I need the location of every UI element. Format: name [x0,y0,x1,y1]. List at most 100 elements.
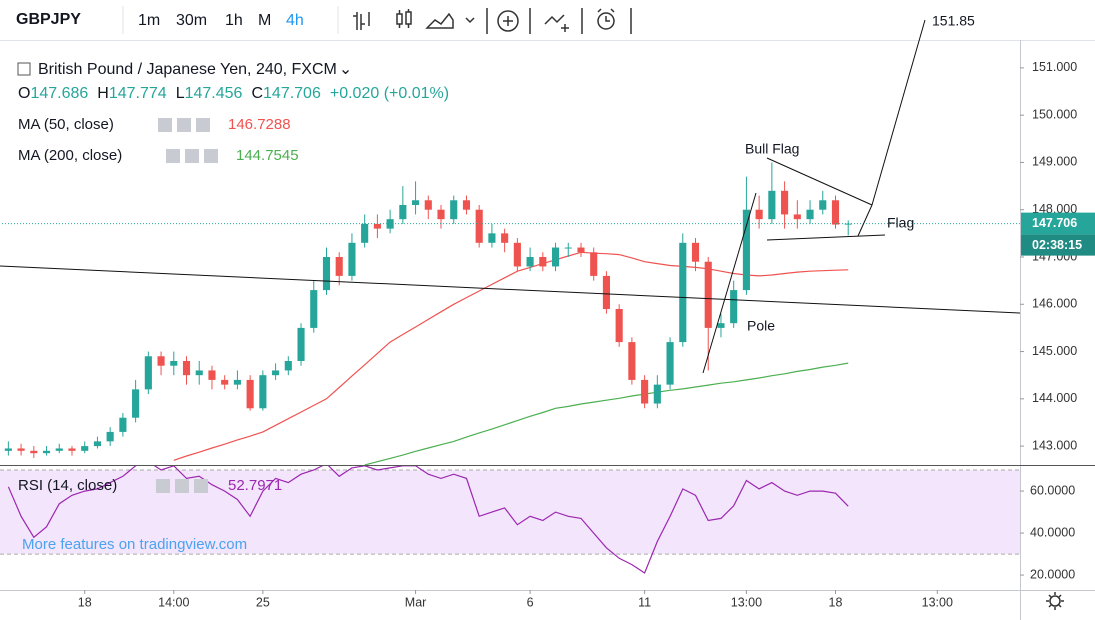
y-tick-label: 149.000 [1032,155,1077,169]
candle-body [335,256,343,276]
indicator-value: 146.7288 [228,116,291,133]
drawings[interactable] [0,19,1021,374]
indicator-legend: MA (200, close) [18,147,122,164]
candle-body [93,441,102,447]
candle-body [793,214,801,220]
candle-body [284,360,292,371]
candle-body [488,233,496,243]
interval[interactable]: 1h [225,12,243,29]
candle-body [666,342,674,385]
candle-body [132,389,140,418]
rsi-line [7,466,849,574]
candle-body [437,209,445,220]
candle-body [768,190,776,220]
candle-body [259,375,267,409]
y-tick-label: 145.000 [1032,344,1077,358]
countdown: 02:38:15 [1032,238,1082,252]
candle-body [501,233,509,243]
rsi-legend: RSI (14, close) [18,477,117,494]
x-tick-label: 13:00 [922,595,953,609]
x-tick-label: 13:00 [731,595,762,609]
candle-body [450,200,458,220]
candle-body [170,360,178,366]
candle-body [195,370,203,376]
x-tick-label: 6 [527,595,534,609]
candle-body [4,448,12,451]
candle-body [361,223,369,243]
symbol[interactable]: GBPJPY [16,11,81,28]
candle-body [157,356,165,366]
candle-body [106,431,114,442]
annotation: Flag [887,215,914,231]
annotation: 151.85 [932,13,975,29]
candle-body [119,417,127,432]
candle-body [68,448,76,451]
toolbar-icons[interactable] [353,8,632,34]
x-tick-label: 18 [829,595,843,609]
candle-body [602,275,611,309]
last-price-box [1021,212,1095,235]
chart-title: British Pound / Japanese Yen, 240, FXCM ⌄ [38,61,352,78]
candle-body [564,247,572,249]
candle-body [208,370,216,380]
y-tick-label: 144.000 [1032,391,1077,405]
candle-body [297,327,305,361]
x-tick-label: 11 [638,595,651,609]
candle-body [246,379,254,409]
candle-body [81,446,89,451]
settings-icon[interactable] [1046,592,1064,610]
candle-body [310,290,318,328]
interval[interactable]: M [258,12,271,29]
candle-body [742,209,750,291]
candle-body [411,200,420,205]
rsi-tick-label: 20.0000 [1030,567,1075,581]
indicator-value: 144.7545 [236,147,299,164]
watermark[interactable]: More features on tradingview.com [22,536,247,553]
collapse-icon[interactable] [17,62,31,76]
legend-buttons[interactable] [156,118,218,493]
candle-body [615,308,623,343]
candle-body [386,219,394,229]
interval[interactable]: 1m [138,12,160,29]
candle-body [17,448,25,451]
toolbar [0,0,1095,40]
rsi-tick-label: 60.0000 [1030,483,1075,497]
candle-body [272,370,280,376]
candle-body [462,200,471,210]
candle-body [348,242,356,276]
candle-body [399,204,407,220]
last-price-label: 147.706 [1032,216,1077,230]
annotation: Pole [747,318,775,334]
candle-body [628,342,636,380]
x-tick-label: Mar [405,595,427,609]
candle-body [182,360,191,376]
candle-body [221,379,229,385]
interval[interactable]: 30m [176,12,207,29]
candle-body [233,379,241,385]
x-tick-label: 18 [78,595,92,609]
candle-body [717,323,725,328]
candle-body [755,209,763,220]
candle-body [691,242,700,262]
y-tick-label: 151.000 [1032,60,1077,74]
candle-body [679,242,687,343]
candle-body [424,200,432,210]
indicator-legend: MA (50, close) [18,116,114,133]
y-tick-label: 143.000 [1032,438,1077,452]
candle-body [819,200,827,210]
candle-body [577,247,585,253]
candle-body [42,450,51,454]
candle-body [30,450,38,454]
candle-body [55,448,63,451]
moving-average [364,362,849,465]
candle-body [539,256,547,267]
candle-body [806,209,814,220]
rsi-value: 52.7971 [228,477,282,494]
candle-body [641,379,649,404]
candle-body [144,356,152,390]
y-tick-label: 146.000 [1032,297,1077,311]
candle-body [831,200,840,225]
interval-active[interactable]: 4h [286,12,304,29]
candle-body [781,190,789,215]
